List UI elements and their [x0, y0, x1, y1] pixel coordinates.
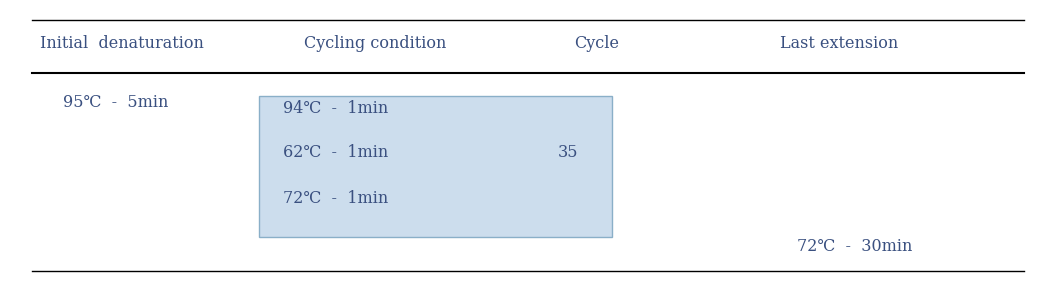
Text: 62℃  -  1min: 62℃ - 1min [283, 144, 389, 161]
Text: 35: 35 [558, 144, 579, 161]
Text: 72℃  -  1min: 72℃ - 1min [283, 190, 389, 207]
Text: Last extension: Last extension [780, 35, 899, 52]
FancyBboxPatch shape [259, 96, 612, 237]
Text: 72℃  -  30min: 72℃ - 30min [797, 238, 912, 255]
Text: 95℃  -  5min: 95℃ - 5min [63, 94, 169, 111]
Text: 94℃  -  1min: 94℃ - 1min [283, 100, 389, 117]
Text: Cycling condition: Cycling condition [304, 35, 446, 52]
Text: Cycle: Cycle [574, 35, 619, 52]
Text: Initial  denaturation: Initial denaturation [39, 35, 204, 52]
